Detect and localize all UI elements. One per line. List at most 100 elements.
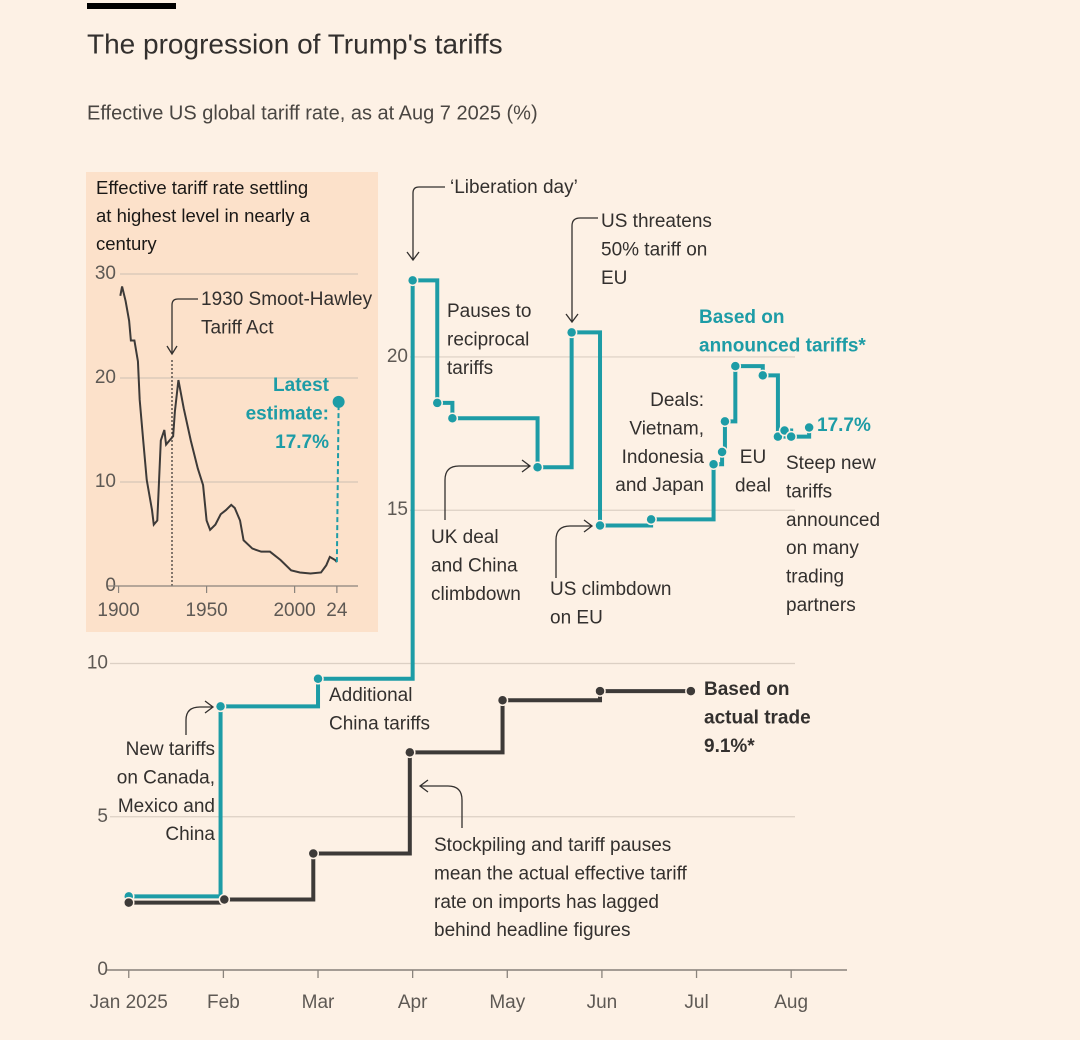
x-tick-label: Jun: [587, 992, 618, 1013]
point: [446, 412, 459, 425]
y-tick-label: 10: [87, 652, 108, 673]
annotation: trading: [786, 567, 844, 588]
annotation: rate on imports has lagged: [434, 892, 659, 913]
annotation: estimate:: [246, 403, 329, 424]
y-tick-label: 20: [387, 346, 408, 367]
point: [332, 395, 345, 408]
annotation: Steep new: [786, 453, 876, 474]
annotation: Based on: [699, 307, 785, 328]
arrow: [555, 519, 594, 578]
annotation: China tariffs: [329, 713, 430, 734]
annotation: behind headline figures: [434, 920, 631, 941]
annotation: 17.7%: [817, 415, 871, 436]
x-tick-label: Mar: [302, 992, 335, 1013]
arrow: [418, 779, 463, 828]
annotation: Tariff Act: [201, 317, 274, 338]
y-tick-label: 5: [97, 806, 108, 827]
x-tick-label: May: [489, 992, 525, 1013]
arrow: [444, 459, 532, 520]
y-tick-label: 30: [95, 263, 116, 284]
annotation: US climbdown: [550, 579, 671, 600]
point: [312, 673, 324, 685]
annotation: EU: [601, 268, 627, 289]
annotation: tariffs: [786, 481, 832, 502]
annotation: EU: [740, 447, 766, 468]
annotation: on many: [786, 538, 859, 559]
point: [565, 326, 578, 339]
annotation: US threatens: [601, 211, 712, 232]
annotation: announced: [786, 510, 880, 531]
inset-title: century: [96, 233, 157, 254]
chart-title: The progression of Trump's tariffs: [87, 28, 503, 59]
point: [404, 746, 416, 759]
annotation: reciprocal: [447, 329, 529, 350]
annotation: ‘Liberation day’: [450, 177, 578, 198]
annotation: announced tariffs*: [699, 335, 866, 356]
annotation: China: [165, 824, 215, 845]
point: [594, 519, 606, 532]
annotation: deal: [735, 475, 771, 496]
annotation: Mexico and: [118, 796, 215, 817]
series-line: [335, 401, 340, 563]
series-line: [119, 286, 338, 575]
point: [685, 685, 697, 697]
inset-title: Effective tariff rate settling: [96, 177, 308, 198]
annotation: on EU: [550, 607, 603, 628]
x-tick-label: Aug: [774, 992, 808, 1013]
x-tick-label: Feb: [207, 992, 240, 1013]
annotation: and Japan: [615, 475, 704, 496]
point: [531, 461, 544, 474]
y-tick-label: 10: [95, 471, 116, 492]
annotation: Latest: [273, 375, 330, 396]
y-tick-label: 20: [95, 367, 116, 388]
y-tick-label: 0: [97, 959, 108, 980]
arrow: [406, 186, 445, 262]
annotation: Deals:: [650, 390, 704, 411]
point: [406, 274, 419, 287]
point: [307, 847, 320, 860]
point: [729, 360, 742, 372]
point: [645, 513, 657, 526]
arrow: [166, 298, 198, 356]
annotation: 1930 Smoot-Hawley: [201, 289, 373, 310]
annotation: UK deal: [431, 527, 499, 548]
x-tick-label: 1900: [97, 600, 139, 621]
point: [218, 893, 231, 906]
annotation: mean the actual effective tariff: [434, 863, 688, 884]
point: [785, 430, 797, 443]
point: [594, 685, 606, 697]
annotation: and China: [431, 555, 518, 576]
x-tick-label: 24: [326, 600, 348, 621]
annotation: partners: [786, 595, 856, 616]
point: [757, 369, 769, 382]
x-tick-label: 1950: [185, 600, 227, 621]
annotation: Additional: [329, 685, 412, 706]
inset-title: at highest level in nearly a: [96, 205, 311, 226]
annotation: climbdown: [431, 584, 521, 605]
point: [496, 694, 509, 707]
x-tick-label: 2000: [273, 600, 315, 621]
x-tick-label: Apr: [398, 992, 428, 1013]
annotation: Indonesia: [622, 447, 705, 468]
annotation: tariffs: [447, 358, 493, 379]
point: [716, 446, 728, 458]
annotation: Vietnam,: [629, 418, 704, 439]
point: [214, 700, 227, 713]
annotation: on Canada,: [117, 767, 215, 788]
point: [123, 896, 135, 909]
annotation: New tariffs: [126, 739, 215, 760]
point: [803, 421, 815, 434]
brand-bar: [87, 3, 176, 9]
inset-panel: [86, 172, 378, 632]
annotation: 9.1%*: [704, 736, 755, 757]
chart-subtitle: Effective US global tariff rate, as at A…: [87, 102, 538, 124]
annotation: actual trade: [704, 707, 811, 728]
y-tick-label: 15: [387, 499, 408, 520]
point: [707, 458, 720, 470]
arrow: [565, 217, 598, 324]
point: [431, 397, 444, 409]
point: [719, 415, 731, 428]
x-tick-label: Jul: [684, 992, 708, 1013]
